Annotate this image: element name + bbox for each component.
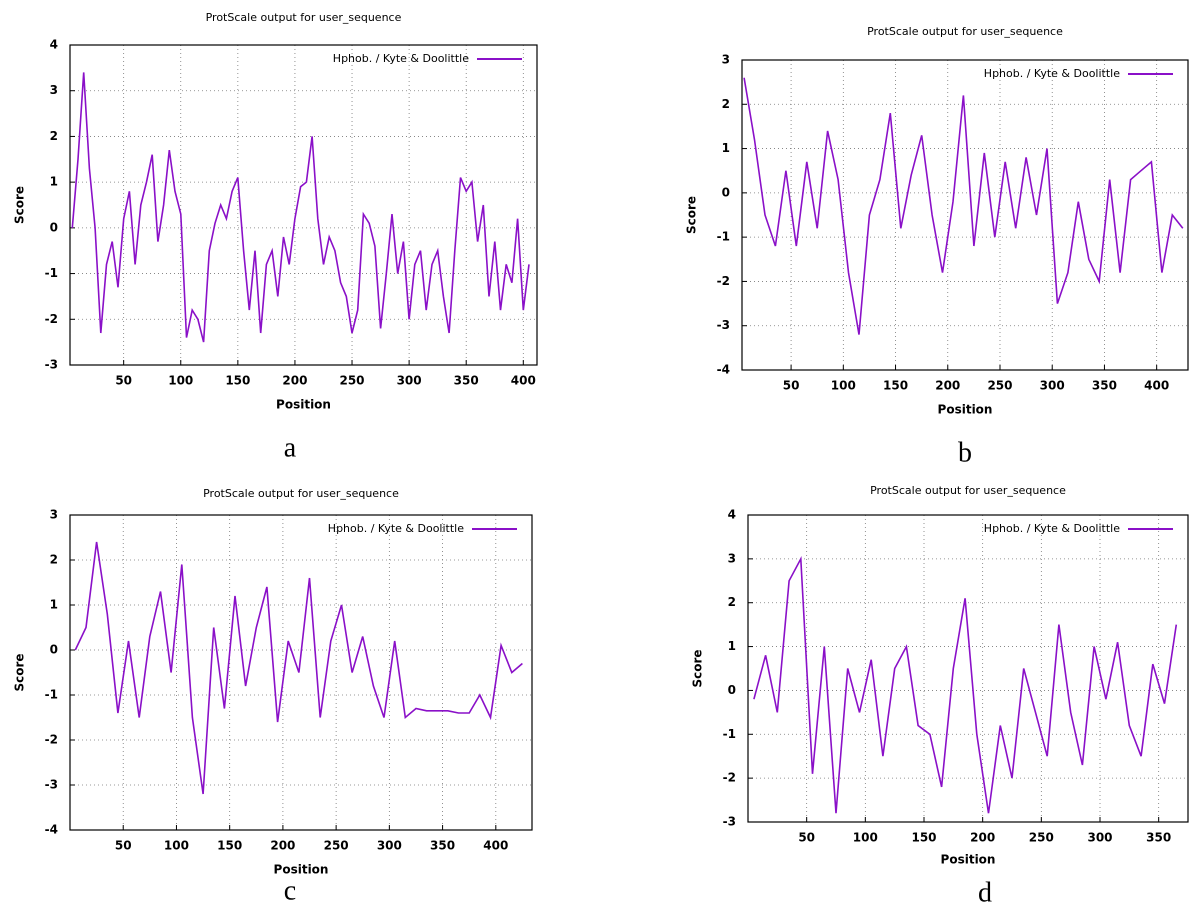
plot-frame xyxy=(747,514,1189,823)
x-tick-label: 300 xyxy=(1040,379,1065,393)
x-tick-label: 300 xyxy=(1087,831,1112,845)
x-tick-label: 150 xyxy=(217,839,242,853)
x-tick-label: 150 xyxy=(883,379,908,393)
x-tick-label: 350 xyxy=(454,374,479,388)
y-tick-label: -3 xyxy=(723,815,736,829)
y-tick-label: 2 xyxy=(722,97,730,111)
y-tick-label: 1 xyxy=(728,639,736,653)
x-tick-label: 300 xyxy=(397,374,422,388)
x-tick-label: 100 xyxy=(853,831,878,845)
y-axis-label: Score xyxy=(13,186,27,224)
plot-frame xyxy=(69,44,538,366)
y-tick-label: -2 xyxy=(723,771,736,785)
legend-label: Hphob. / Kyte & Doolittle xyxy=(984,522,1120,535)
x-tick-label: 200 xyxy=(282,374,307,388)
y-tick-label: -2 xyxy=(45,733,58,747)
x-tick-label: 50 xyxy=(798,831,815,845)
y-tick-label: -2 xyxy=(717,274,730,288)
y-tick-label: 3 xyxy=(722,53,730,67)
y-tick-label: 2 xyxy=(728,595,736,609)
x-tick-label: 100 xyxy=(831,379,856,393)
y-tick-label: 1 xyxy=(50,175,58,189)
y-axis-label: Score xyxy=(13,653,27,691)
plot-frame xyxy=(69,514,533,831)
x-axis-label: Position xyxy=(276,398,331,412)
panel-label: a xyxy=(284,432,297,463)
chart-title: ProtScale output for user_sequence xyxy=(206,11,402,24)
y-tick-label: 1 xyxy=(50,598,58,612)
y-tick-label: 2 xyxy=(50,553,58,567)
y-tick-label: -3 xyxy=(45,358,58,372)
x-tick-label: 350 xyxy=(1146,831,1171,845)
legend-label: Hphob. / Kyte & Doolittle xyxy=(984,67,1120,80)
y-tick-label: 3 xyxy=(50,508,58,522)
legend-label: Hphob. / Kyte & Doolittle xyxy=(328,522,464,535)
data-line xyxy=(71,72,530,343)
x-tick-label: 350 xyxy=(1092,379,1117,393)
panel-label: c xyxy=(284,875,296,906)
y-tick-label: 1 xyxy=(722,141,730,155)
y-tick-label: -4 xyxy=(45,823,58,837)
y-tick-label: -1 xyxy=(45,266,58,280)
y-tick-label: -3 xyxy=(717,318,730,332)
x-tick-label: 400 xyxy=(511,374,536,388)
y-tick-label: 4 xyxy=(728,508,736,522)
data-line xyxy=(743,77,1184,335)
y-axis-label: Score xyxy=(691,649,705,687)
y-tick-label: -1 xyxy=(717,230,730,244)
y-tick-label: -2 xyxy=(45,312,58,326)
x-tick-label: 250 xyxy=(1029,831,1054,845)
x-tick-label: 50 xyxy=(115,374,132,388)
x-tick-label: 50 xyxy=(115,839,132,853)
data-line xyxy=(74,541,523,795)
panel-label: b xyxy=(958,437,972,468)
legend-label: Hphob. / Kyte & Doolittle xyxy=(333,52,469,65)
x-tick-label: 200 xyxy=(270,839,295,853)
x-tick-label: 250 xyxy=(339,374,364,388)
y-tick-label: 0 xyxy=(50,220,58,234)
y-tick-label: 4 xyxy=(50,38,58,52)
chart-title: ProtScale output for user_sequence xyxy=(203,487,399,500)
x-tick-label: 100 xyxy=(164,839,189,853)
x-tick-label: 400 xyxy=(1144,379,1169,393)
x-tick-label: 300 xyxy=(377,839,402,853)
x-tick-label: 100 xyxy=(168,374,193,388)
y-tick-label: -1 xyxy=(723,727,736,741)
y-tick-label: -3 xyxy=(45,778,58,792)
x-tick-label: 250 xyxy=(987,379,1012,393)
y-tick-label: 3 xyxy=(50,83,58,97)
chart-title: ProtScale output for user_sequence xyxy=(867,25,1063,38)
x-tick-label: 400 xyxy=(483,839,508,853)
x-tick-label: 350 xyxy=(430,839,455,853)
x-tick-label: 150 xyxy=(225,374,250,388)
y-tick-label: 0 xyxy=(728,683,736,697)
y-tick-label: 0 xyxy=(50,643,58,657)
x-axis-label: Position xyxy=(941,853,996,867)
y-axis-label: Score xyxy=(685,196,699,234)
x-tick-label: 50 xyxy=(783,379,800,393)
y-tick-label: -4 xyxy=(717,363,730,377)
y-tick-label: -1 xyxy=(45,688,58,702)
data-line xyxy=(753,555,1178,814)
x-axis-label: Position xyxy=(938,403,993,417)
x-axis-label: Position xyxy=(274,863,329,877)
x-tick-label: 200 xyxy=(970,831,995,845)
x-tick-label: 200 xyxy=(935,379,960,393)
plot-frame xyxy=(741,59,1189,371)
panel-label: d xyxy=(978,877,992,908)
chart-title: ProtScale output for user_sequence xyxy=(870,484,1066,497)
x-tick-label: 250 xyxy=(324,839,349,853)
y-tick-label: 2 xyxy=(50,129,58,143)
y-tick-label: 3 xyxy=(728,551,736,565)
x-tick-label: 150 xyxy=(911,831,936,845)
y-tick-label: 0 xyxy=(722,185,730,199)
